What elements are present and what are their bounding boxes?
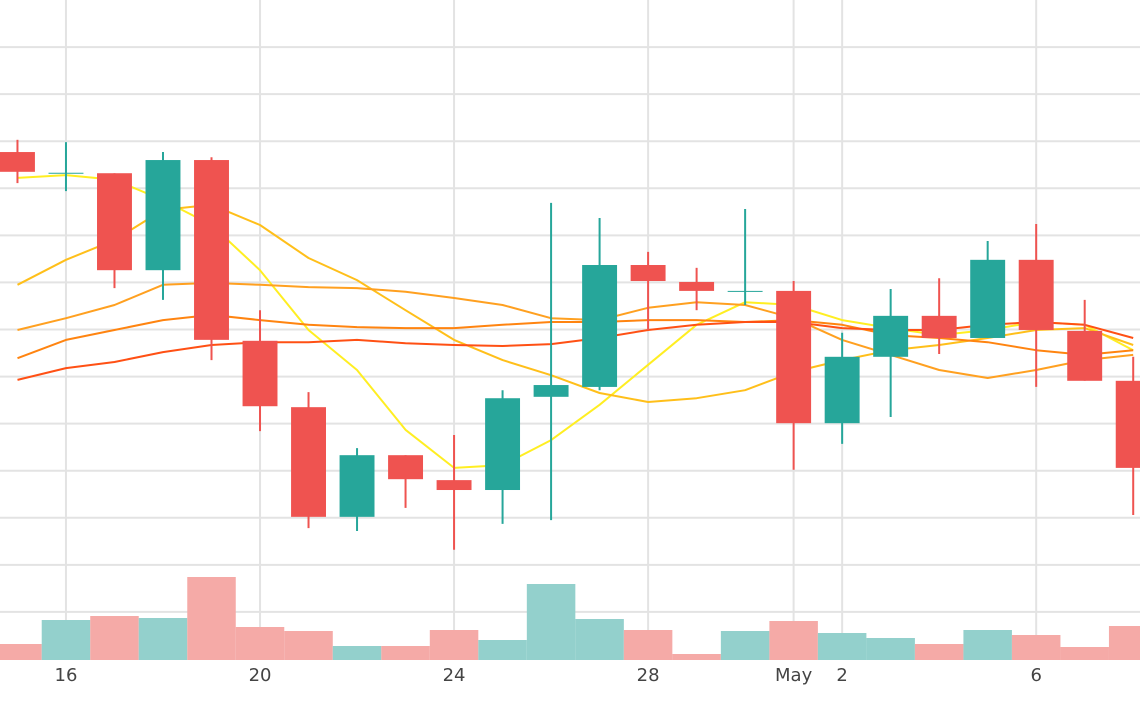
moving-average-line [17,313,1134,360]
volume-bar [866,638,915,660]
volume-bar [623,630,673,660]
candle-body [679,281,715,291]
x-tick-label: 16 [55,665,78,686]
volume-bar [429,630,479,660]
volume-bar [817,633,867,660]
candle-body [388,455,424,480]
candle-body [873,315,909,357]
candle-body [339,455,375,517]
volume-bar [963,630,1012,660]
candle-body [970,259,1006,338]
candle-body [582,265,618,387]
candle-body [436,480,472,491]
candle-body [1067,330,1103,381]
volume-bar [720,631,770,660]
candle-body [630,265,666,282]
volume-bar [284,631,333,660]
candle-body [533,385,569,397]
candle-body [485,398,521,491]
candle-body [0,152,35,172]
candle-body [194,160,229,340]
candle-body [921,315,957,338]
candle-body [242,340,278,407]
x-tick-label: 24 [443,665,466,686]
volume-bar [332,646,382,660]
volume-bar [90,616,139,660]
volume-bar [187,577,236,660]
volume-bar [672,654,721,660]
candle-body [97,173,132,271]
moving-average-line [17,321,1134,381]
candle-body [727,290,763,292]
candle-body [145,160,181,271]
x-tick-label: 20 [249,665,272,686]
volume-bar [769,621,818,660]
candle-body [824,356,860,424]
volume-bar [914,644,964,660]
x-tick-label: 2 [836,665,847,686]
x-tick-label: 6 [1030,665,1041,686]
volume-bar [575,619,624,660]
volume-bar [526,584,576,660]
volume-bar [138,618,188,660]
x-tick-label: May [775,665,813,686]
grid [0,0,1140,660]
volume-bar [0,644,42,660]
volume-bars [0,577,1140,660]
candle-body [291,407,326,517]
candle-body [776,290,812,424]
volume-bar [1060,647,1109,660]
volume-bar [381,646,430,660]
candle-body [1018,259,1054,330]
x-tick-label: 28 [637,665,660,686]
volume-bar [41,620,91,660]
volume-bar [1108,626,1140,660]
volume-bar [1011,635,1061,660]
candle-body [1115,380,1140,468]
volume-bar [478,640,527,660]
candles [0,139,1140,550]
volume-bar [235,627,285,660]
candle-body [48,172,84,174]
